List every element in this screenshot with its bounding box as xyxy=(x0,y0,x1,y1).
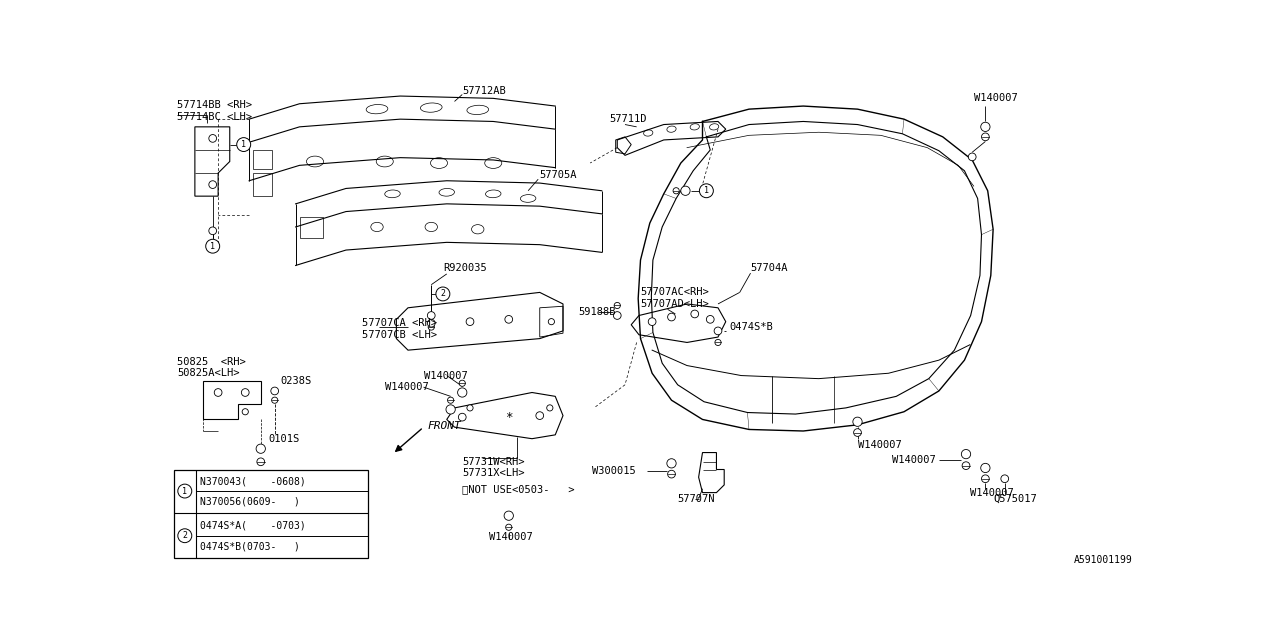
Circle shape xyxy=(467,405,474,411)
Circle shape xyxy=(668,313,676,321)
Text: 59188B: 59188B xyxy=(579,307,616,317)
Text: ※NOT USE<0503-   >: ※NOT USE<0503- > xyxy=(462,484,575,493)
Circle shape xyxy=(980,122,989,131)
Circle shape xyxy=(242,388,250,396)
Text: 1: 1 xyxy=(241,140,246,149)
Text: N370043(    -0608): N370043( -0608) xyxy=(200,476,305,486)
Circle shape xyxy=(668,470,676,478)
Text: W140007: W140007 xyxy=(489,532,534,542)
Circle shape xyxy=(673,188,680,194)
Text: N370056(0609-   ): N370056(0609- ) xyxy=(200,497,300,507)
Text: W140007: W140007 xyxy=(858,440,901,450)
Circle shape xyxy=(214,388,221,396)
Circle shape xyxy=(716,339,721,346)
Circle shape xyxy=(428,324,434,330)
Circle shape xyxy=(961,449,970,459)
Circle shape xyxy=(691,310,699,318)
Circle shape xyxy=(547,405,553,411)
Text: 50825  <RH>: 50825 <RH> xyxy=(177,356,246,367)
Text: *: * xyxy=(506,411,512,424)
Text: W300015: W300015 xyxy=(593,466,636,476)
Circle shape xyxy=(667,459,676,468)
Circle shape xyxy=(614,303,621,308)
Circle shape xyxy=(466,318,474,326)
Circle shape xyxy=(504,511,513,520)
Circle shape xyxy=(1001,475,1009,483)
Text: 50825A<LH>: 50825A<LH> xyxy=(177,368,239,378)
Circle shape xyxy=(178,484,192,498)
Circle shape xyxy=(548,319,554,324)
Circle shape xyxy=(237,138,251,152)
Circle shape xyxy=(536,412,544,419)
Circle shape xyxy=(854,429,861,436)
Text: 0474S*B(0703-   ): 0474S*B(0703- ) xyxy=(200,541,300,551)
Text: 57711D: 57711D xyxy=(609,114,646,124)
Text: 57731W<RH>: 57731W<RH> xyxy=(462,457,525,467)
Text: 57705A: 57705A xyxy=(540,170,577,180)
Circle shape xyxy=(982,475,989,483)
Circle shape xyxy=(648,318,657,326)
Circle shape xyxy=(852,417,863,426)
Circle shape xyxy=(460,380,466,387)
Circle shape xyxy=(458,388,467,397)
Text: 0474S*A(    -0703): 0474S*A( -0703) xyxy=(200,520,305,531)
Circle shape xyxy=(271,397,278,403)
Text: 57707AC<RH>: 57707AC<RH> xyxy=(640,287,709,298)
Text: 57731X<LH>: 57731X<LH> xyxy=(462,468,525,478)
Circle shape xyxy=(982,133,989,141)
Circle shape xyxy=(681,186,690,195)
Circle shape xyxy=(613,312,621,319)
Circle shape xyxy=(506,524,512,531)
Text: FRONT: FRONT xyxy=(428,420,461,431)
Text: 57712AB: 57712AB xyxy=(462,86,506,95)
Text: 1: 1 xyxy=(704,186,709,195)
Bar xyxy=(174,470,367,558)
Text: 1: 1 xyxy=(182,486,187,495)
Circle shape xyxy=(969,153,977,161)
Circle shape xyxy=(448,397,453,403)
Circle shape xyxy=(445,405,456,414)
Text: W140007: W140007 xyxy=(385,382,429,392)
Circle shape xyxy=(209,180,216,188)
Text: 0238S: 0238S xyxy=(280,376,311,386)
Circle shape xyxy=(699,184,713,198)
Circle shape xyxy=(504,316,512,323)
Text: W140007: W140007 xyxy=(974,93,1018,103)
Text: 0101S: 0101S xyxy=(269,434,300,444)
Circle shape xyxy=(242,409,248,415)
Text: 0474S*B: 0474S*B xyxy=(730,322,773,332)
Text: 2: 2 xyxy=(182,531,187,540)
Text: W140007: W140007 xyxy=(970,488,1014,498)
Circle shape xyxy=(980,463,989,472)
Text: 57714BB <RH>: 57714BB <RH> xyxy=(177,100,252,110)
Text: R920035: R920035 xyxy=(443,263,486,273)
Text: 57707N: 57707N xyxy=(677,494,716,504)
Text: 57707CB <LH>: 57707CB <LH> xyxy=(361,330,436,340)
Circle shape xyxy=(436,287,449,301)
Text: W140007: W140007 xyxy=(424,371,467,381)
Circle shape xyxy=(256,444,265,453)
Circle shape xyxy=(206,239,220,253)
Circle shape xyxy=(257,458,265,466)
Text: Q575017: Q575017 xyxy=(993,494,1037,504)
Text: 57707AD<LH>: 57707AD<LH> xyxy=(640,299,709,309)
Text: 57707CA <RH>: 57707CA <RH> xyxy=(361,318,436,328)
Circle shape xyxy=(178,529,192,543)
Circle shape xyxy=(428,319,435,327)
Circle shape xyxy=(963,462,970,470)
Circle shape xyxy=(209,134,216,142)
Text: 57714BC <LH>: 57714BC <LH> xyxy=(177,112,252,122)
Circle shape xyxy=(428,312,435,319)
Circle shape xyxy=(271,387,279,395)
Circle shape xyxy=(209,227,216,235)
Text: A591001199: A591001199 xyxy=(1074,556,1133,565)
Text: 57704A: 57704A xyxy=(750,263,788,273)
Text: W140007: W140007 xyxy=(892,455,936,465)
Text: 2: 2 xyxy=(440,289,445,298)
Text: 1: 1 xyxy=(210,242,215,251)
Circle shape xyxy=(458,413,466,421)
Circle shape xyxy=(714,327,722,335)
Circle shape xyxy=(707,316,714,323)
